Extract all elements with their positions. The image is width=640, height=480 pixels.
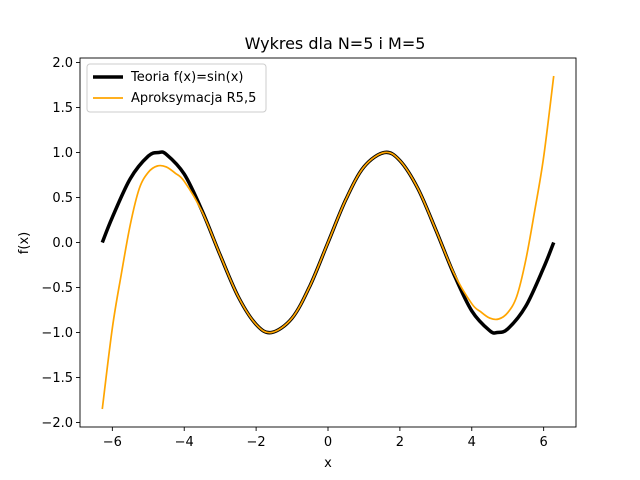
x-tick-label: 4: [468, 435, 476, 450]
x-tick-label: −2: [247, 435, 266, 450]
series-line-1: [101, 75, 555, 410]
x-tick-label: 6: [540, 435, 548, 450]
y-tick-label: 2.0: [52, 56, 73, 71]
x-tick-label: 0: [324, 435, 332, 450]
x-ticks: −6 −4 −2 0 2 4 6: [103, 427, 548, 450]
y-tick-label: −0.5: [41, 281, 73, 296]
y-tick-label: 1.0: [52, 146, 73, 161]
y-axis-label: f(x): [17, 232, 32, 254]
y-tick-label: −1.0: [41, 326, 73, 341]
y-tick-label: 0.0: [52, 236, 73, 251]
x-tick-label: −6: [103, 435, 122, 450]
y-ticks: −2.0 −1.5 −1.0 −0.5 0.0 0.5 1.0 1.5 2.0: [41, 56, 80, 431]
x-tick-label: −4: [175, 435, 194, 450]
x-axis-label: x: [324, 456, 332, 471]
chart-title: Wykres dla N=5 i M=5: [245, 34, 426, 53]
plot-lines: [100, 75, 556, 410]
y-tick-label: 1.5: [52, 101, 73, 116]
y-tick-label: −2.0: [41, 416, 73, 431]
y-tick-label: 0.5: [52, 191, 73, 206]
x-tick-label: 2: [396, 435, 404, 450]
legend: Teoria f(x)=sin(x) Aproksymacja R5,5: [86, 63, 267, 113]
legend-box: [86, 63, 267, 113]
legend-label-approx: Aproksymacja R5,5: [131, 91, 256, 106]
y-tick-label: −1.5: [41, 371, 73, 386]
legend-label-theory: Teoria f(x)=sin(x): [130, 70, 244, 85]
